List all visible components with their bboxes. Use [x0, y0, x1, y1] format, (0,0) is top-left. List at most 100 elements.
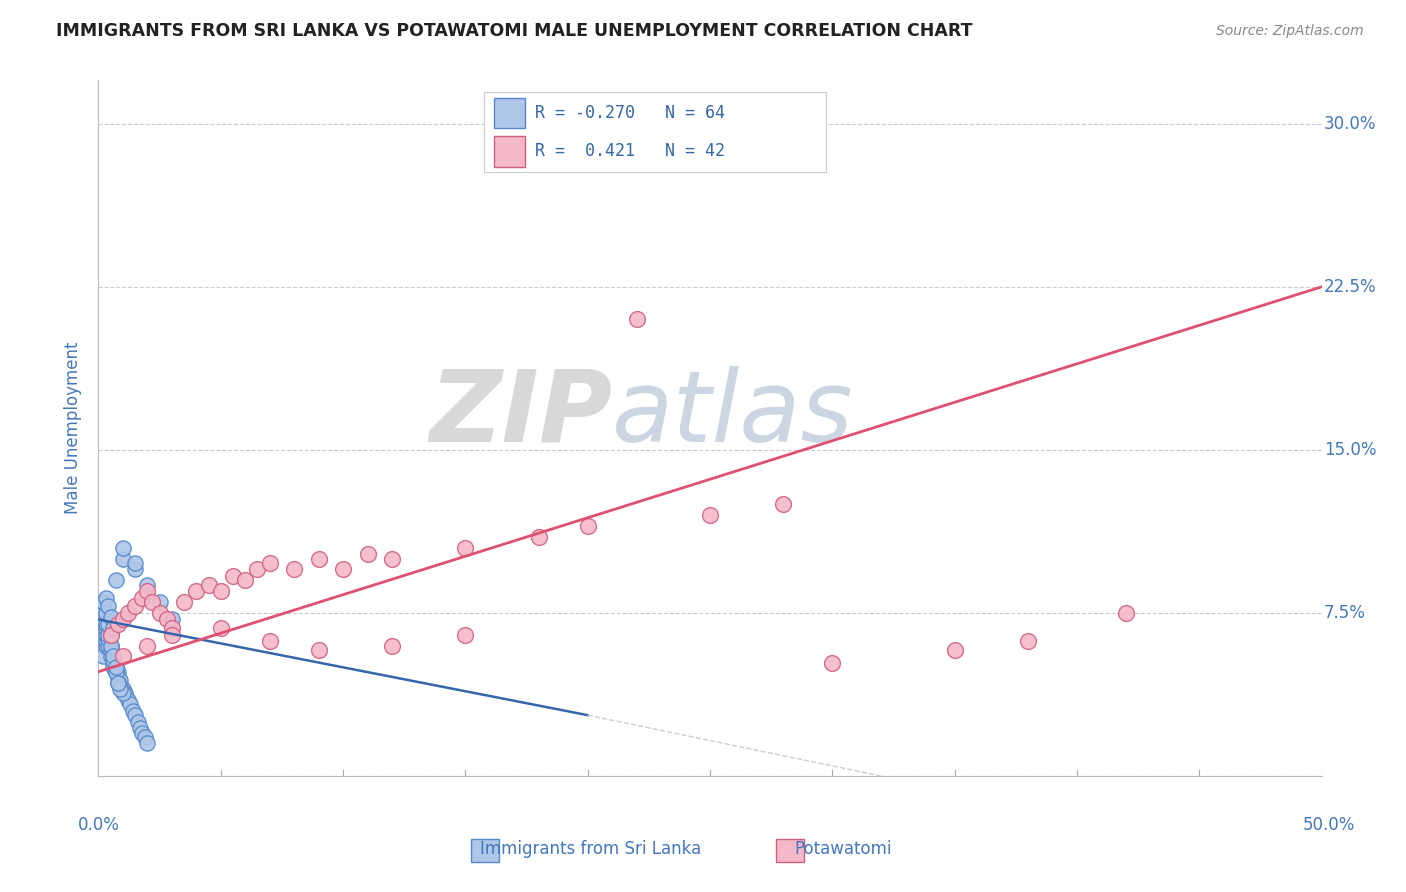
- Point: [127, 714, 149, 729]
- Point: [626, 312, 648, 326]
- Point: [101, 660, 124, 674]
- Point: [197, 578, 219, 592]
- Point: [110, 678, 132, 692]
- Text: Source: ZipAtlas.com: Source: ZipAtlas.com: [1216, 24, 1364, 38]
- Point: [94, 606, 117, 620]
- Point: [121, 704, 143, 718]
- Point: [576, 519, 599, 533]
- Point: [117, 693, 139, 707]
- Point: [94, 639, 117, 653]
- Point: [97, 621, 120, 635]
- Point: [160, 621, 183, 635]
- Text: ZIP: ZIP: [429, 366, 612, 463]
- Point: [381, 551, 404, 566]
- Point: [332, 562, 354, 576]
- Point: [111, 686, 134, 700]
- Point: [97, 628, 120, 642]
- Point: [209, 621, 232, 635]
- Point: [91, 606, 114, 620]
- Text: atlas: atlas: [612, 366, 853, 463]
- Point: [100, 649, 122, 664]
- Point: [129, 721, 152, 735]
- Text: 22.5%: 22.5%: [1324, 277, 1376, 296]
- Point: [1115, 606, 1137, 620]
- Point: [91, 595, 114, 609]
- Point: [94, 628, 117, 642]
- Point: [101, 654, 124, 668]
- Point: [136, 584, 159, 599]
- Point: [149, 606, 172, 620]
- Point: [136, 639, 159, 653]
- Point: [97, 628, 120, 642]
- Point: [94, 591, 117, 605]
- Point: [101, 649, 124, 664]
- Point: [91, 613, 114, 627]
- Text: 30.0%: 30.0%: [1324, 115, 1376, 133]
- Point: [107, 665, 129, 679]
- Text: Potawatomi: Potawatomi: [794, 840, 893, 858]
- Point: [772, 497, 794, 511]
- Y-axis label: Male Unemployment: Male Unemployment: [65, 342, 83, 515]
- Point: [100, 628, 122, 642]
- Point: [104, 660, 127, 674]
- Point: [107, 675, 129, 690]
- Point: [94, 634, 117, 648]
- Point: [943, 643, 966, 657]
- Point: [97, 639, 120, 653]
- Point: [283, 562, 305, 576]
- Point: [111, 649, 134, 664]
- Point: [100, 628, 122, 642]
- Point: [117, 606, 139, 620]
- Point: [104, 665, 127, 679]
- Text: 15.0%: 15.0%: [1324, 441, 1376, 458]
- Point: [94, 621, 117, 635]
- Point: [111, 551, 134, 566]
- Point: [114, 686, 136, 700]
- Point: [454, 541, 477, 555]
- Point: [124, 708, 146, 723]
- Point: [160, 613, 183, 627]
- Point: [222, 569, 245, 583]
- Point: [136, 578, 159, 592]
- Point: [699, 508, 721, 523]
- Point: [97, 616, 120, 631]
- Point: [308, 551, 330, 566]
- Point: [100, 639, 122, 653]
- Point: [308, 643, 330, 657]
- Point: [97, 599, 120, 614]
- Point: [124, 556, 146, 570]
- Point: [259, 556, 281, 570]
- Point: [104, 665, 127, 679]
- Text: IMMIGRANTS FROM SRI LANKA VS POTAWATOMI MALE UNEMPLOYMENT CORRELATION CHART: IMMIGRANTS FROM SRI LANKA VS POTAWATOMI …: [56, 22, 973, 40]
- Point: [209, 584, 232, 599]
- Point: [156, 613, 179, 627]
- Point: [381, 639, 404, 653]
- Point: [259, 634, 281, 648]
- Point: [100, 643, 122, 657]
- Point: [107, 675, 129, 690]
- Point: [91, 649, 114, 664]
- Point: [821, 656, 844, 670]
- Point: [141, 595, 163, 609]
- Point: [120, 698, 142, 712]
- Point: [134, 730, 156, 744]
- Point: [101, 621, 124, 635]
- Point: [173, 595, 195, 609]
- Point: [100, 610, 122, 624]
- Point: [111, 541, 134, 555]
- Text: 7.5%: 7.5%: [1324, 604, 1367, 622]
- Point: [233, 574, 256, 588]
- Point: [136, 736, 159, 750]
- Point: [527, 530, 550, 544]
- Point: [110, 681, 132, 696]
- Point: [101, 656, 124, 670]
- Point: [104, 660, 127, 674]
- Point: [131, 725, 153, 739]
- Point: [107, 671, 129, 685]
- Point: [186, 584, 208, 599]
- Point: [131, 591, 153, 605]
- Point: [110, 673, 132, 688]
- Point: [124, 562, 146, 576]
- Point: [246, 562, 269, 576]
- Point: [91, 616, 114, 631]
